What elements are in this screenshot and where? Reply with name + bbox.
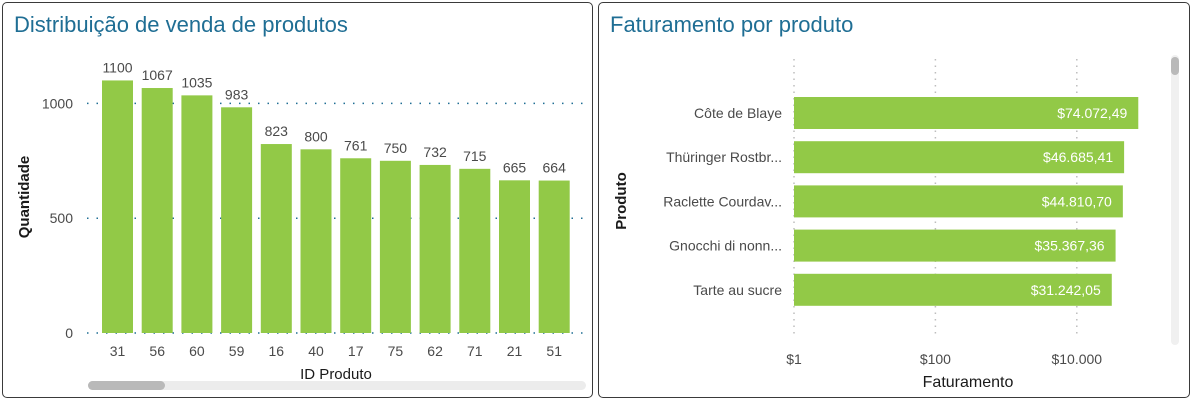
- x-tick-label: 31: [110, 343, 126, 359]
- bar: [340, 158, 372, 333]
- x-tick-label: 62: [427, 343, 443, 359]
- chart-title: Faturamento por produto: [610, 12, 854, 37]
- bar: [794, 141, 1125, 174]
- bar: [794, 185, 1123, 218]
- revenue-card: Faturamento por produto $1 $100 $10.000 $74…: [598, 2, 1190, 398]
- bar: [141, 88, 173, 333]
- data-label: 983: [225, 86, 249, 102]
- bar: [181, 95, 213, 333]
- bar: [221, 107, 253, 334]
- vertical-scrollbar-thumb[interactable]: [1171, 57, 1179, 75]
- y-tick-label: 1000: [42, 95, 73, 111]
- x-tick-label: 71: [467, 343, 483, 359]
- bar: [300, 149, 332, 333]
- horizontal-scrollbar[interactable]: [88, 381, 586, 390]
- data-label: 1100: [102, 59, 132, 75]
- x-tick-label: $100: [920, 351, 951, 367]
- data-label: 800: [304, 128, 328, 144]
- bar: [538, 180, 570, 333]
- bar: [102, 80, 133, 333]
- data-label: 750: [384, 140, 408, 156]
- x-tick-label: 56: [149, 343, 165, 359]
- revenue-chart: $1 $100 $10.000 $74.072,49 Côte de Blaye $46.…: [613, 59, 1139, 391]
- y-axis-title: Produto: [613, 172, 630, 230]
- data-label: $44.810,70: [1042, 193, 1112, 209]
- chart-title: Distribuição de venda de produtos: [14, 12, 348, 37]
- data-label: 665: [503, 159, 527, 175]
- x-tick-label: 75: [388, 343, 404, 359]
- data-label: 732: [423, 144, 447, 160]
- y-axis-title: Quantidade: [16, 156, 33, 239]
- sales-distribution-card: Distribuição de venda de produtos 0 500 10…: [2, 2, 593, 398]
- x-tick-label: 40: [308, 343, 324, 359]
- data-label: 664: [543, 160, 567, 176]
- vertical-scrollbar[interactable]: [1171, 55, 1179, 345]
- data-label: 715: [463, 148, 487, 164]
- x-axis-title: Faturamento: [923, 374, 1014, 391]
- y-tick-label: 0: [65, 325, 73, 341]
- sales-distribution-chart: 0 500 1000 1100 31 1067 56 1035 60 983 59 823 16 800 4…: [16, 59, 583, 383]
- y-tick-label: 500: [50, 210, 74, 226]
- y-tick-label: Côte de Blaye: [694, 105, 782, 121]
- bar: [794, 97, 1139, 129]
- data-label: 761: [344, 137, 368, 153]
- x-tick-label: 21: [507, 343, 523, 359]
- horizontal-scrollbar-thumb[interactable]: [88, 381, 165, 390]
- y-tick-label: Raclette Courdav...: [663, 193, 782, 209]
- y-tick-label: Gnocchi di nonn...: [669, 238, 782, 254]
- data-label: $31.242,05: [1031, 282, 1101, 298]
- x-tick-label: $10.000: [1051, 351, 1102, 367]
- x-tick-label: 59: [229, 343, 245, 359]
- y-tick-label: Thüringer Rostbr...: [666, 149, 782, 165]
- data-label: $46.685,41: [1043, 149, 1113, 165]
- bar: [459, 168, 491, 333]
- x-tick-label: 51: [546, 343, 562, 359]
- data-label: 1067: [142, 67, 173, 83]
- x-tick-label: 17: [348, 343, 364, 359]
- x-tick-label: 16: [269, 343, 285, 359]
- bar: [260, 144, 292, 333]
- data-label: 1035: [181, 74, 212, 90]
- x-axis-title: ID Produto: [300, 366, 372, 383]
- bar: [499, 180, 530, 333]
- bar: [794, 273, 1112, 306]
- data-label: 823: [265, 123, 289, 139]
- bar: [379, 160, 411, 333]
- data-label: $74.072,49: [1057, 105, 1127, 121]
- bar: [419, 164, 451, 333]
- x-tick-label: 60: [189, 343, 205, 359]
- y-tick-label: Tarte au sucre: [693, 282, 782, 298]
- bar: [794, 229, 1116, 262]
- data-label: $35.367,36: [1035, 238, 1105, 254]
- x-tick-label: $1: [786, 351, 802, 367]
